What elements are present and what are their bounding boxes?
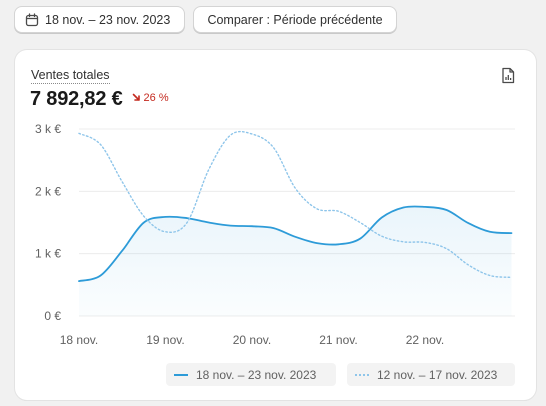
x-tick-label: 20 nov. (233, 333, 271, 347)
metric-value: 7 892,82 € (30, 88, 123, 110)
y-tick-label: 0 € (44, 309, 61, 323)
sales-line-chart: 0 € 1 k € 2 k € 3 k € 18 nov. 19 nov. 20 nov. 2… (35, 122, 515, 347)
x-tick-label: 19 nov. (146, 333, 184, 347)
date-range-button[interactable]: 18 nov. – 23 nov. 2023 (14, 6, 185, 33)
trend-indicator: 26 % (132, 92, 169, 104)
y-tick-label: 1 k € (35, 247, 61, 261)
compare-period-button[interactable]: Comparer : Période précédente (193, 6, 397, 33)
legend-label-current: 18 nov. – 23 nov. 2023 (196, 367, 317, 382)
compare-period-label: Comparer : Période précédente (207, 12, 383, 27)
legend-item-current[interactable]: 18 nov. – 23 nov. 2023 (166, 363, 336, 386)
y-tick-label: 3 k € (35, 122, 61, 136)
x-tick-label: 22 nov. (406, 333, 444, 347)
total-sales-card: Ventes totales 7 892,82 € 26 % 0 € 1 k € 2… (15, 50, 536, 400)
legend-item-previous[interactable]: 12 nov. – 17 nov. 2023 (347, 363, 515, 386)
date-range-label: 18 nov. – 23 nov. 2023 (45, 12, 171, 27)
x-tick-label: 18 nov. (60, 333, 98, 347)
series-area-0 (79, 206, 512, 316)
y-tick-label: 2 k € (35, 184, 61, 198)
metric-label[interactable]: Ventes totales (31, 68, 110, 84)
series-line-1 (78, 130, 513, 279)
x-tick-label: 21 nov. (319, 333, 357, 347)
metric-row: 7 892,82 € 26 % (30, 88, 169, 111)
series-line-0 (78, 205, 513, 282)
legend-swatch-current (174, 373, 188, 376)
export-report-icon[interactable] (500, 67, 516, 84)
arrow-down-right-icon (132, 93, 140, 101)
trend-value: 26 % (143, 91, 169, 104)
legend-swatch-previous (355, 373, 369, 376)
calendar-icon (25, 12, 39, 26)
legend-label-previous: 12 nov. – 17 nov. 2023 (377, 367, 498, 382)
